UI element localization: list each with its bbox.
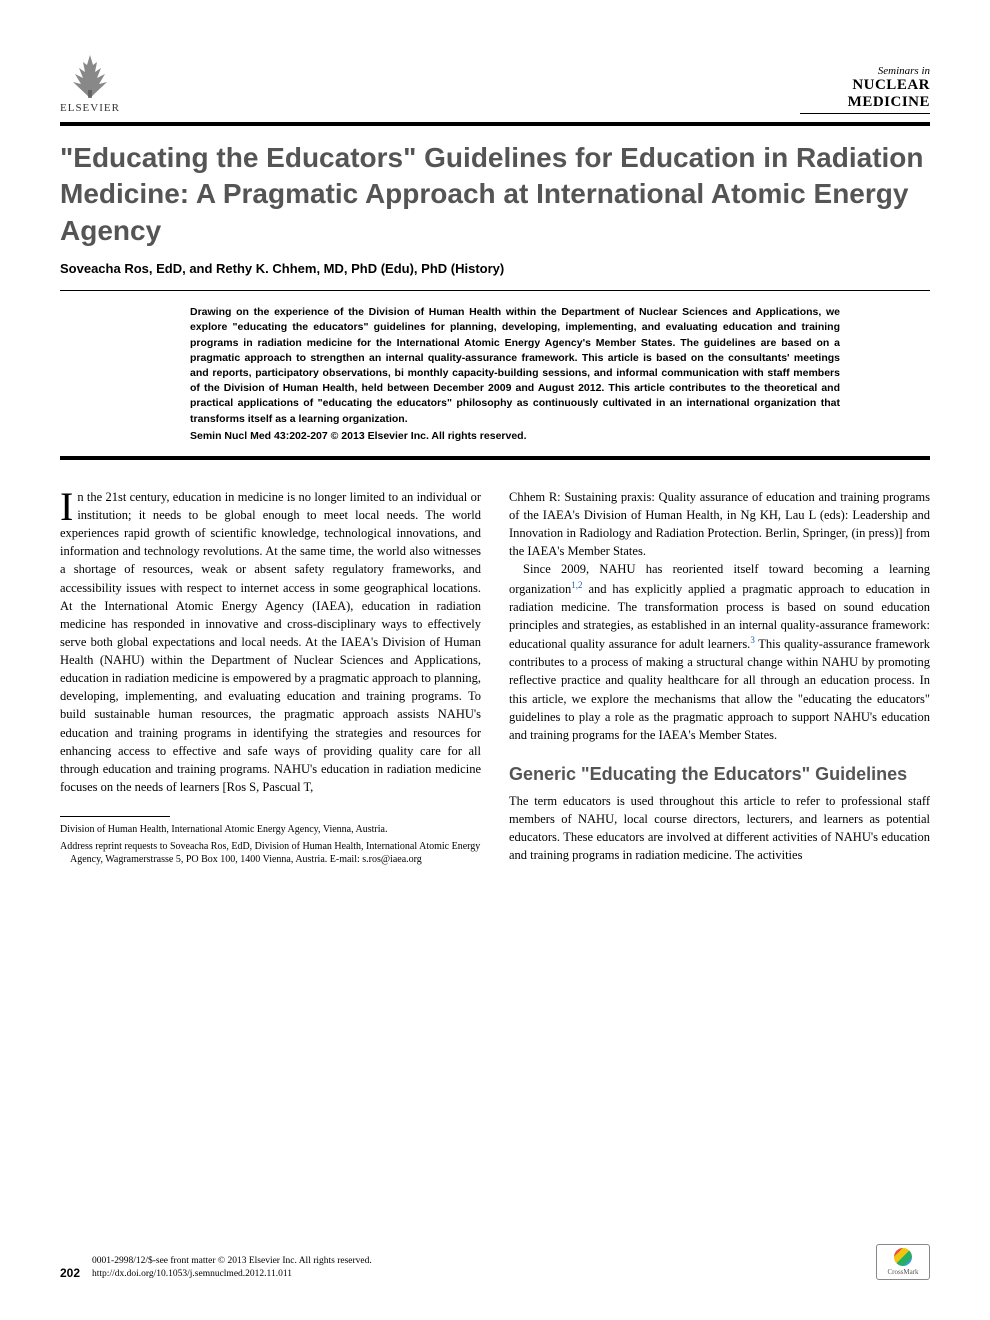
page-footer: 202 0001-2998/12/$-see front matter © 20… — [60, 1255, 930, 1280]
dropcap: I — [60, 488, 77, 524]
footer-doi-line[interactable]: http://dx.doi.org/10.1053/j.semnuclmed.2… — [92, 1268, 372, 1280]
footnote-affiliation: Division of Human Health, International … — [60, 823, 481, 837]
top-thick-rule — [60, 122, 930, 126]
article-title: "Educating the Educators" Guidelines for… — [60, 140, 930, 249]
body-columns: In the 21st century, education in medici… — [60, 488, 930, 870]
abstract-text: Drawing on the experience of the Divisio… — [190, 305, 840, 427]
journal-title-block: Seminars in NUCLEAR MEDICINE — [800, 65, 930, 114]
footnote-correspondence: Address reprint requests to Soveacha Ros… — [60, 840, 481, 867]
body-p1-text: n the 21st century, education in medicin… — [60, 490, 481, 794]
journal-name-line2: NUCLEAR — [800, 77, 930, 94]
crossmark-label: CrossMark — [887, 1268, 918, 1276]
publisher-label: ELSEVIER — [60, 102, 120, 114]
journal-underline — [800, 113, 930, 114]
footer-copyright-block: 0001-2998/12/$-see front matter © 2013 E… — [92, 1255, 372, 1280]
column-right: Chhem R: Sustaining praxis: Quality assu… — [509, 488, 930, 870]
column-left: In the 21st century, education in medici… — [60, 488, 481, 870]
crossmark-icon — [894, 1248, 912, 1266]
body-p3-part-c: This quality-assurance framework contrib… — [509, 637, 930, 742]
abstract-copyright: Semin Nucl Med 43:202-207 © 2013 Elsevie… — [190, 430, 840, 442]
crossmark-badge[interactable]: CrossMark — [876, 1244, 930, 1280]
footer-copyright-line: 0001-2998/12/$-see front matter © 2013 E… — [92, 1255, 372, 1267]
publisher-block: ELSEVIER — [60, 50, 120, 114]
abstract-container: Drawing on the experience of the Divisio… — [60, 290, 930, 460]
section-heading-generic: Generic "Educating the Educators" Guidel… — [509, 764, 930, 786]
elsevier-tree-icon — [65, 50, 115, 100]
body-paragraph-1: In the 21st century, education in medici… — [60, 488, 481, 796]
footnote-rule — [60, 816, 170, 817]
journal-name-line1: Seminars in — [800, 65, 930, 77]
body-paragraph-3: Since 2009, NAHU has reoriented itself t… — [509, 560, 930, 744]
journal-name-line3: MEDICINE — [800, 94, 930, 111]
page-number: 202 — [60, 1266, 80, 1280]
citation-ref-1-2[interactable]: 1,2 — [571, 580, 582, 590]
page-header: ELSEVIER Seminars in NUCLEAR MEDICINE — [60, 50, 930, 114]
authors-line: Soveacha Ros, EdD, and Rethy K. Chhem, M… — [60, 261, 930, 276]
body-paragraph-4: The term educators is used throughout th… — [509, 792, 930, 865]
body-paragraph-2: Chhem R: Sustaining praxis: Quality assu… — [509, 488, 930, 561]
